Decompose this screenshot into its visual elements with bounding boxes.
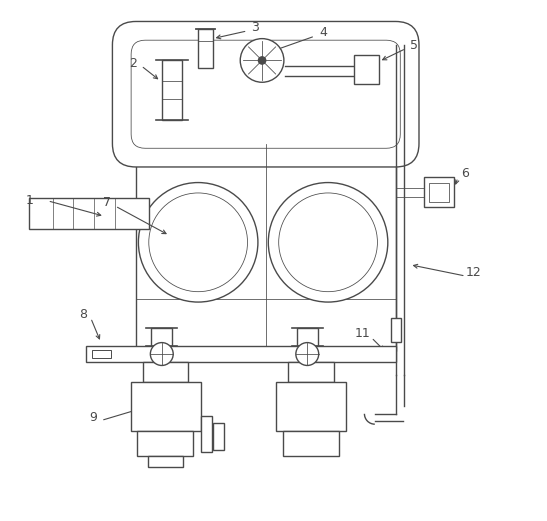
Text: 2: 2 xyxy=(129,57,137,69)
Bar xyxy=(424,177,455,207)
Circle shape xyxy=(258,57,266,64)
Text: 3: 3 xyxy=(252,21,259,34)
FancyBboxPatch shape xyxy=(113,21,419,167)
Circle shape xyxy=(240,39,284,82)
Bar xyxy=(136,144,395,352)
Bar xyxy=(201,416,212,452)
Bar xyxy=(354,55,379,84)
Circle shape xyxy=(269,182,388,302)
Circle shape xyxy=(138,182,258,302)
Bar xyxy=(30,198,149,229)
Bar xyxy=(131,381,201,431)
Bar xyxy=(162,60,182,120)
Text: 1: 1 xyxy=(25,194,33,207)
Bar xyxy=(297,328,318,346)
Text: 6: 6 xyxy=(461,167,469,180)
Bar xyxy=(152,328,172,346)
Circle shape xyxy=(149,193,248,292)
Bar xyxy=(92,350,112,358)
Circle shape xyxy=(296,343,319,365)
Circle shape xyxy=(150,343,173,365)
Bar xyxy=(198,29,213,68)
FancyBboxPatch shape xyxy=(131,40,400,148)
Text: 8: 8 xyxy=(79,308,87,321)
Circle shape xyxy=(278,193,377,292)
Bar xyxy=(288,362,334,381)
Text: 4: 4 xyxy=(319,27,327,40)
Text: 9: 9 xyxy=(89,411,97,424)
Bar xyxy=(148,456,183,467)
Bar xyxy=(86,346,395,362)
Text: 10: 10 xyxy=(294,445,310,458)
Bar xyxy=(276,381,346,431)
Text: 11: 11 xyxy=(355,327,371,340)
Bar xyxy=(143,362,188,381)
Bar xyxy=(213,423,224,450)
Bar xyxy=(283,431,339,456)
Text: 5: 5 xyxy=(410,39,418,52)
Bar xyxy=(392,318,401,342)
Bar xyxy=(137,431,194,456)
Bar xyxy=(429,182,449,202)
Text: 7: 7 xyxy=(103,196,111,209)
Text: 12: 12 xyxy=(465,266,481,279)
